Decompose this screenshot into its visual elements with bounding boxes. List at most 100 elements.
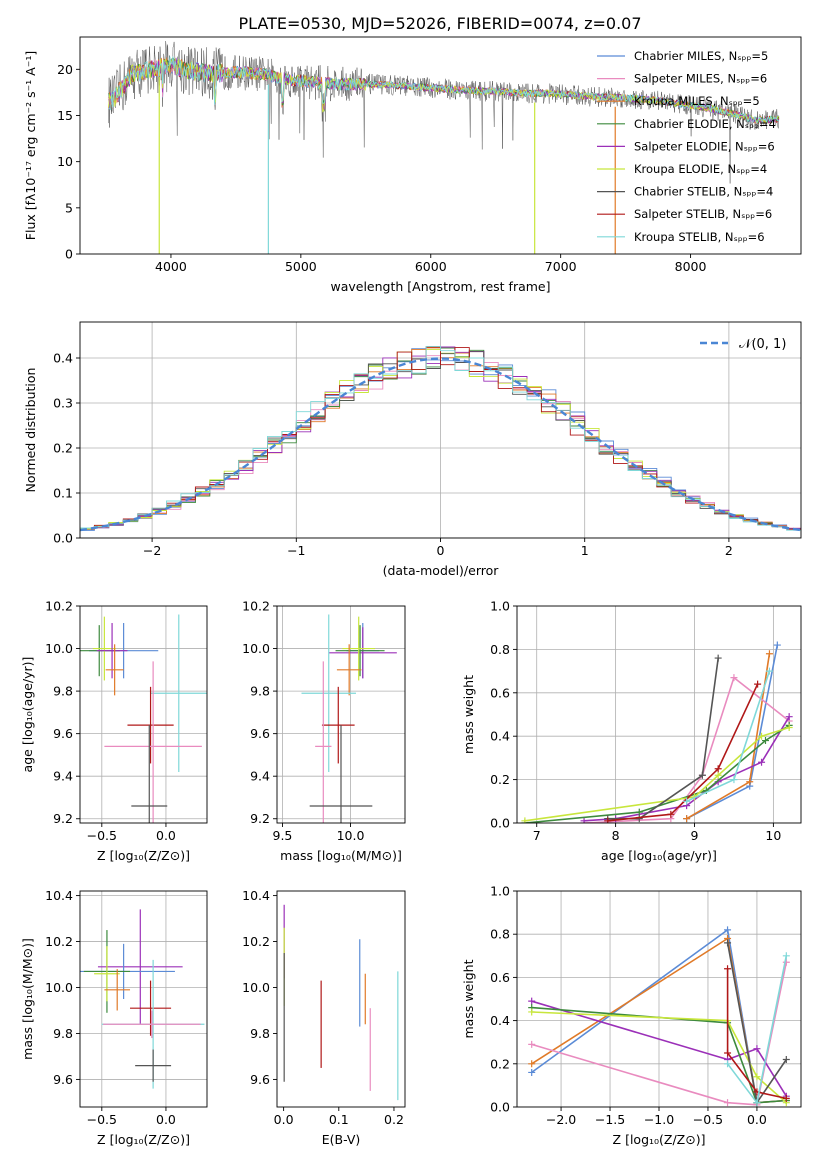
errorbar-point xyxy=(103,1010,201,1039)
axes-frame xyxy=(79,890,208,1108)
y-tick-label: 9.4 xyxy=(53,769,73,784)
plot-area xyxy=(277,606,405,823)
y-tick-label: 10.0 xyxy=(242,641,270,656)
panel-age-vs-z: −0.5 0.0 9.2 9.4 9.6 9.8 10.0 10.2 Z [log₁₀(Z/Z⊙… xyxy=(20,599,208,863)
y-tick-label: 10.0 xyxy=(45,980,73,995)
x-tick-label: −0.5 xyxy=(87,828,117,843)
spectrum-line xyxy=(108,56,780,123)
series-marker xyxy=(758,732,766,740)
x-axis-label: Z [log₁₀(Z/Z⊙)] xyxy=(97,848,190,863)
series-line xyxy=(531,1011,787,1104)
x-tick-label: −1 xyxy=(287,543,305,558)
errorbar-point xyxy=(104,969,131,1011)
legend-label: Chabrier ELODIE, Nₛₚₚ=4 xyxy=(634,117,776,131)
y-tick-label: 0.2 xyxy=(490,772,510,787)
x-tick-label: 0 xyxy=(437,543,445,558)
series-marker xyxy=(730,674,738,682)
series-marker xyxy=(667,810,675,818)
series-marker xyxy=(762,737,769,745)
plot-area xyxy=(108,40,780,254)
y-axis-label: mass weight xyxy=(461,675,476,754)
legend-label: Chabrier STELIB, Nₛₚₚ=4 xyxy=(634,185,773,199)
figure-title: PLATE=0530, MJD=52026, FIBERID=0074, z=0… xyxy=(238,14,641,33)
y-tick-label: 0.0 xyxy=(490,816,510,831)
series-marker xyxy=(753,1045,761,1053)
series-marker xyxy=(782,958,790,966)
series-marker xyxy=(528,1008,536,1016)
x-axis-label: Z [log₁₀(Z/Z⊙)] xyxy=(613,1132,706,1147)
x-tick-label: 0.0 xyxy=(274,1112,294,1127)
y-tick-label: 5 xyxy=(65,200,73,215)
series-marker xyxy=(683,815,691,823)
series-marker xyxy=(782,1094,790,1102)
y-tick-label: 0.8 xyxy=(490,927,510,942)
series-marker xyxy=(730,776,738,784)
x-tick-label: 0.1 xyxy=(329,1112,349,1127)
series-marker xyxy=(724,1099,732,1107)
y-tick-label: 0.4 xyxy=(490,1013,510,1028)
y-tick-label: 10.4 xyxy=(242,888,270,903)
y-tick-label: 1.0 xyxy=(490,884,510,899)
y-tick-label: 9.8 xyxy=(250,684,270,699)
series-marker xyxy=(635,808,643,816)
errorbar-point xyxy=(336,644,362,696)
errorbar-point xyxy=(309,725,373,823)
series-line xyxy=(531,1006,787,1104)
errorbar-point xyxy=(131,725,168,823)
x-tick-label: 4000 xyxy=(155,259,187,274)
x-tick-label: −0.5 xyxy=(87,1112,117,1127)
x-tick-label: −1.0 xyxy=(644,1112,674,1127)
y-tick-label: 1.0 xyxy=(490,599,510,614)
errorbar-point xyxy=(97,909,183,1025)
series-marker xyxy=(785,724,793,732)
y-tick-label: 9.6 xyxy=(250,1072,270,1087)
series-marker xyxy=(773,641,781,649)
x-tick-label: −2 xyxy=(143,543,161,558)
y-tick-label: 0.1 xyxy=(53,486,73,501)
histogram-step xyxy=(80,346,801,530)
series-marker xyxy=(580,817,588,823)
legend-label: Salpeter ELODIE, Nₛₚₚ=6 xyxy=(634,139,775,153)
errorbar-point xyxy=(135,1049,172,1082)
series-marker xyxy=(724,965,732,973)
series-marker xyxy=(765,650,773,658)
histogram-step xyxy=(80,345,801,531)
legend: 𝒩(0, 1) xyxy=(700,337,786,352)
plot-area xyxy=(80,322,801,538)
series-marker xyxy=(785,713,793,721)
axes-frame xyxy=(276,605,406,824)
y-tick-label: 9.8 xyxy=(250,1026,270,1041)
x-tick-label: 1 xyxy=(581,543,589,558)
series-marker xyxy=(754,680,762,688)
plot-area xyxy=(80,891,207,1107)
x-tick-label: −1.5 xyxy=(595,1112,625,1127)
errorbar-point xyxy=(342,616,376,681)
series-marker xyxy=(758,758,766,766)
series-marker xyxy=(683,797,691,805)
y-tick-label: 9.8 xyxy=(53,1026,73,1041)
x-tick-label: 7000 xyxy=(545,259,577,274)
y-tick-label: 15 xyxy=(57,108,73,123)
x-axis-label: (data-model)/error xyxy=(383,563,500,578)
y-tick-label: 9.6 xyxy=(53,1072,73,1087)
y-axis-label: Normed distribution xyxy=(23,368,38,493)
y-tick-label: 0.0 xyxy=(490,1100,510,1115)
errorbar-point xyxy=(94,946,120,1002)
series-line xyxy=(726,968,787,1100)
y-tick-label: 9.2 xyxy=(53,811,73,826)
y-tick-label: 9.6 xyxy=(53,726,73,741)
errorbar-point xyxy=(96,623,128,679)
y-tick-label: 0.8 xyxy=(490,642,510,657)
x-axis-label: Z [log₁₀(Z/Z⊙)] xyxy=(97,1132,190,1147)
legend-label: Kroupa ELODIE, Nₛₚₚ=4 xyxy=(634,162,767,176)
y-tick-label: 10.2 xyxy=(242,934,270,949)
axes-frame xyxy=(79,36,802,255)
x-tick-label: 0.0 xyxy=(747,1112,767,1127)
axes-frame xyxy=(276,890,406,1108)
errorbar-point xyxy=(301,614,356,772)
x-tick-label: −0.5 xyxy=(693,1112,723,1127)
legend-label: 𝒩(0, 1) xyxy=(739,337,786,352)
y-axis-label: age [log₁₀(age/yr)] xyxy=(20,657,35,773)
y-tick-label: 9.8 xyxy=(53,684,73,699)
